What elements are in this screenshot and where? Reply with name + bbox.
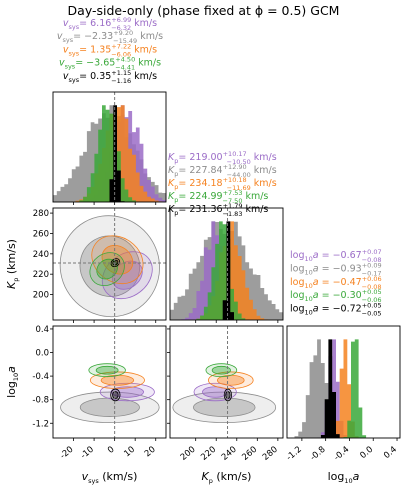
panel-h1: [170, 221, 283, 320]
ann-vsys-1: vsys= −2.33+9.20 −15.49 km/s: [57, 29, 163, 45]
c21-x-ticklabel-3: 260: [240, 445, 259, 463]
panel-h2: [287, 339, 400, 438]
h2-x-ticklabel-3: 0.0: [358, 445, 375, 461]
ann-vsys-0: vsys= 6.16+6.99 −6.32 km/s: [63, 16, 157, 32]
kp-loga-contour-1-1: [193, 398, 255, 416]
c20-x-ticklabel-1: -10: [79, 445, 96, 462]
panel-c20: [61, 364, 160, 423]
panel-c10: [42, 197, 178, 334]
c10-y-ticklabel-1: 220: [33, 270, 49, 280]
c21-x-ticklabel-0: 200: [179, 445, 198, 463]
c21-x-ticklabel-1: 220: [199, 445, 218, 463]
h2-x-ticklabel-0: -1.2: [285, 445, 304, 463]
c10-y-ticklabel-4: 280: [33, 209, 49, 219]
c20-y-ticklabel-3: 0.0: [35, 349, 49, 359]
ann-kp-4: Kp= 231.36+1.79 −1.83 km/s: [168, 202, 268, 218]
ann-kp-3: Kp= 224.99+7.53 −7.50 km/s: [168, 189, 268, 205]
c20-y-ticklabel-4: 0.4: [35, 325, 49, 335]
ann-vsys-3: vsys= −3.65+4.50 −4.41 km/s: [59, 56, 161, 72]
ann-vsys-2: vsys= 1.35+7.22 −6.06 km/s: [63, 42, 157, 58]
c10-y-ticklabel-0: 200: [33, 291, 49, 301]
c21-x-ticklabel-4: 280: [261, 445, 280, 463]
c20-x-ticklabel-3: 10: [122, 445, 137, 460]
panel-h0: [53, 105, 166, 202]
c20-y-ticklabel-0: -1.2: [32, 419, 49, 429]
c10-y-ticklabel-2: 240: [33, 250, 49, 260]
c20-x-ticklabel-4: 20: [143, 445, 158, 460]
xlabel-vsys: vsys (km/s): [82, 470, 138, 485]
c20-x-ticklabel-2: 0: [106, 445, 117, 456]
h2-x-ticklabel-4: 0.4: [382, 445, 399, 461]
ann-vsys-4: vsys= 0.35+1.15 −1.16 km/s: [63, 69, 157, 85]
c20-y-ticklabel-1: -0.8: [32, 396, 49, 406]
h2-x-ticklabel-2: -0.4: [332, 445, 351, 463]
h2-x-ticklabel-1: -0.8: [308, 445, 327, 463]
ylabel-loga: log10a: [5, 366, 20, 398]
vsys-loga-contour-4-1: [113, 391, 119, 398]
c20-x-ticklabel-0: -20: [58, 445, 75, 462]
c21-x-ticklabel-2: 240: [220, 445, 239, 463]
panel-c21: [173, 364, 276, 423]
xlabel-kp: Kp (km/s): [202, 470, 252, 485]
xlabel-loga: log10a: [328, 470, 360, 485]
ylabel-kp: Kp (km/s): [5, 239, 20, 289]
ann-loga-4: log10a = −0.72+0.05 −0.05: [290, 302, 382, 318]
c10-y-ticklabel-3: 260: [33, 229, 49, 239]
c20-y-ticklabel-2: -0.4: [32, 372, 49, 382]
